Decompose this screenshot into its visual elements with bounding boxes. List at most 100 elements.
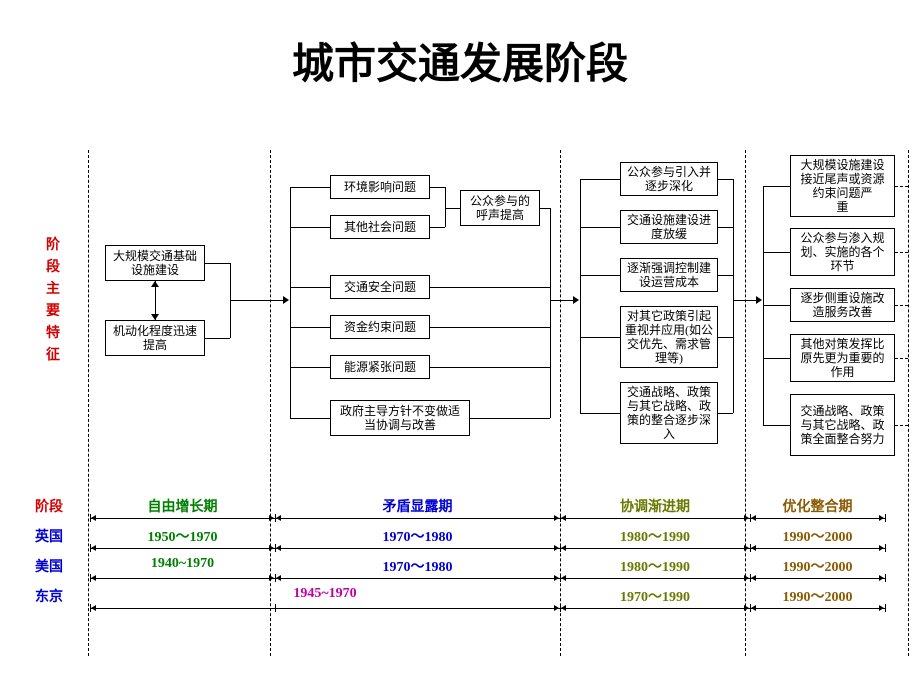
sl-5: 征: [46, 348, 60, 363]
p2-h5: [290, 367, 330, 368]
tl-cell: 自由增长期: [90, 496, 275, 516]
p2-oar: [573, 296, 579, 304]
p4-b5: 交通战略、政策与其它战略、政策全面整合努力: [790, 394, 895, 456]
p3-h3: [580, 275, 620, 276]
p4-o4: [895, 358, 908, 359]
p2-o5: [430, 367, 550, 368]
p1-au: [151, 281, 159, 287]
p3-b4: 对其它政策引起重视并应用(如公交优先、需求管理等): [620, 306, 718, 368]
tl-cells-3: 1945~19701970～19901990～2000: [90, 580, 885, 610]
sl-1: 段: [46, 260, 60, 275]
tl-cells-0: 自由增长期矛盾显露期协调渐进期优化整合期: [90, 490, 885, 520]
p3-ospine: [733, 179, 734, 413]
p3-o4: [718, 337, 733, 338]
p2-o3: [430, 287, 550, 288]
tl-cell: 1990～2000: [750, 526, 885, 546]
p1-ad: [151, 314, 159, 320]
p3-h4: [580, 337, 620, 338]
tl-cells-2: 1940~19701970～19801980～19901990～2000: [90, 550, 885, 580]
tl-axis: [90, 578, 885, 579]
p2-h1: [290, 187, 330, 188]
p4-o5: [895, 425, 908, 426]
tl-arrow-l: [561, 605, 566, 611]
p3-b2: 交通设施建设进度放缓: [620, 210, 718, 244]
p2-mh2: [430, 227, 445, 228]
p2-or1: [540, 208, 550, 209]
sl-3: 要: [46, 304, 60, 319]
tl-head-1: 英国: [35, 526, 85, 546]
p1-ar: [283, 296, 289, 304]
p2-ofinal: [550, 300, 575, 301]
tl-cell: 1945~1970: [90, 586, 560, 602]
p2-spine: [290, 187, 291, 418]
tl-cell: 1990～2000: [750, 556, 885, 576]
p3-b5: 交通战略、政策与其它战略、政策的整合逐步深入: [620, 382, 718, 444]
page-title: 城市交通发展阶段: [0, 30, 920, 91]
tl-row-3: 东京 1945~19701970～19901990～2000: [35, 580, 885, 610]
p2-mv: [445, 187, 446, 227]
p2-h2: [290, 227, 330, 228]
p4-b4: 其他对策发挥比原先更为重要的作用: [790, 334, 895, 382]
tl-cell: 1970～1980: [275, 556, 560, 576]
p4-h1: [763, 186, 790, 187]
p2-o4: [430, 327, 550, 328]
tl-tick: [885, 514, 886, 522]
p2-c3: 交通安全问题: [330, 275, 430, 299]
page: 城市交通发展阶段 阶 段 主 要 特 征 大规模交通基础设施建设 机动化程度迅速…: [0, 0, 920, 690]
p4-h4: [763, 358, 790, 359]
tl-arrow-r: [554, 605, 559, 611]
p2-h6: [290, 418, 330, 419]
tl-arrow-r: [744, 605, 749, 611]
tl-tick: [885, 604, 886, 612]
p3-h5: [580, 413, 620, 414]
p1-box-a: 大规模交通基础设施建设: [105, 245, 205, 281]
p2-c4: 资金约束问题: [330, 315, 430, 339]
p2-h4: [290, 327, 330, 328]
sl-4: 特: [46, 326, 60, 341]
p4-b3: 逐步侧重设施改造服务改善: [790, 288, 895, 322]
p1-box-b: 机动化程度迅速提高: [105, 320, 205, 356]
tl-cell: 1950～1970: [90, 526, 275, 546]
p4-o2: [895, 252, 908, 253]
p3-o1: [718, 179, 733, 180]
tl-cell: 1990～2000: [750, 586, 885, 606]
tl-tick: [885, 544, 886, 552]
tl-cell: 协调渐进期: [560, 496, 750, 516]
p3-h2: [580, 227, 620, 228]
tl-cell: 1980～1990: [560, 526, 750, 546]
tl-arrow-r: [879, 605, 884, 611]
tl-tick: [885, 574, 886, 582]
tl-head-2: 美国: [35, 556, 85, 576]
p2-mout: [445, 208, 460, 209]
sl-0: 阶: [46, 238, 60, 253]
p1-hout: [230, 300, 285, 301]
tl-tick: [275, 604, 276, 612]
p4-o3: [895, 305, 908, 306]
tl-cell: 1980～1990: [560, 556, 750, 576]
tl-row-0: 阶段 自由增长期矛盾显露期协调渐进期优化整合期: [35, 490, 885, 520]
p2-c5: 能源紧张问题: [330, 355, 430, 379]
p4-h5: [763, 425, 790, 426]
sl-2: 主: [46, 282, 60, 297]
p3-oar: [756, 296, 762, 304]
tl-axis: [90, 518, 885, 519]
tl-axis: [90, 608, 885, 609]
tl-axis: [90, 548, 885, 549]
p4-b2: 公众参与渗入规划、实施的各个环节: [790, 228, 895, 276]
tl-cells-1: 1950～19701970～19801980～19901990～2000: [90, 520, 885, 550]
tl-head-0: 阶段: [35, 496, 85, 516]
tl-cell: 优化整合期: [750, 496, 885, 516]
p4-h3: [763, 305, 790, 306]
p2-o6: [470, 418, 550, 419]
p3-b1: 公众参与引入并逐步深化: [620, 162, 718, 196]
timeline: 阶段 自由增长期矛盾显露期协调渐进期优化整合期 英国 1950～19701970…: [35, 490, 885, 610]
tl-cell: 1970～1990: [560, 586, 750, 606]
p3-b3: 逐渐强调控制建设运营成本: [620, 258, 718, 292]
p3-ofinal: [733, 300, 758, 301]
p4-b1: 大规模设施建设接近尾声或资源约束问题严 重: [790, 155, 895, 217]
tl-row-1: 英国 1950～19701970～19801980～19901990～2000: [35, 520, 885, 550]
p2-h3: [290, 287, 330, 288]
p1-ha: [205, 263, 230, 264]
tl-row-2: 美国 1940~19701970～19801980～19901990～2000: [35, 550, 885, 580]
p2-c6: 政府主导方针不变做适当协调与改善: [330, 400, 470, 436]
